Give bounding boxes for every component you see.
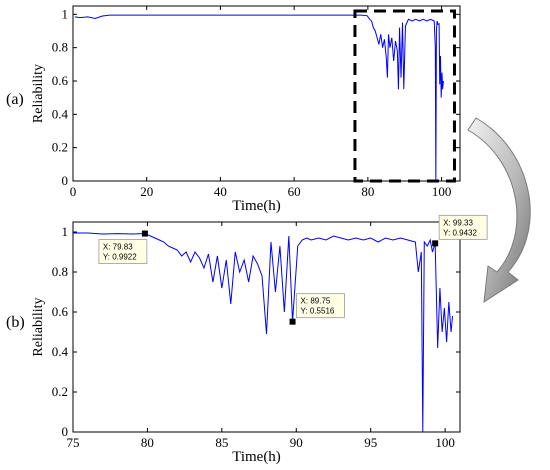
y-axis-label: Reliability (31, 64, 46, 123)
panel-a: 0 20 40 60 80 100 0 0.2 0.4 0.6 0.8 1 Time(h) Reliabi… (31, 5, 461, 214)
x-tick-label: 75 (67, 435, 80, 450)
y-tick-label: 1 (62, 224, 69, 239)
y-tick-label: 0 (62, 173, 69, 188)
highlight-box (353, 9, 456, 183)
plot-frame (72, 5, 461, 182)
x-tick-label: 100 (432, 184, 452, 199)
datatip-marker (432, 240, 439, 247)
panel-a-label: (a) (6, 91, 24, 108)
x-tick-label: 40 (214, 184, 227, 199)
panel-b-label: (b) (6, 314, 25, 331)
x-tick-label: 80 (361, 184, 374, 199)
datatip-box (98, 239, 148, 264)
y-tick-label: 0.8 (52, 40, 68, 55)
datatip-box (296, 293, 345, 319)
datatip-text: Y: 0.9432 (443, 228, 477, 237)
y-tick-label: 0.6 (52, 73, 69, 88)
x-tick-label: 85 (215, 435, 228, 450)
y-axis-label: Reliability (31, 297, 46, 356)
datatip-text: X: 99.33 (443, 218, 473, 227)
curved-arrow-icon (467, 117, 531, 303)
datatip-text: X: 79.83 (103, 243, 133, 252)
y-tick-label: 0.2 (52, 140, 68, 155)
x-tick-label: 0 (70, 184, 77, 199)
x-tick-label: 95 (364, 435, 377, 450)
x-tick-label: 90 (290, 435, 303, 450)
datatip-text: Y: 0.5516 (301, 307, 335, 316)
y-tick-label: 0 (62, 424, 69, 439)
series-line (74, 14, 444, 182)
datatip-text: Y: 0.9922 (103, 253, 137, 262)
x-tick-label: 80 (141, 435, 154, 450)
x-tick-label: 100 (435, 435, 455, 450)
series-line (73, 232, 454, 433)
datatip-box (438, 214, 488, 240)
datatip-marker (289, 318, 296, 325)
y-tick-label: 0.6 (52, 304, 69, 319)
y-tick-label: 1 (62, 6, 69, 21)
x-tick-label: 20 (140, 184, 153, 199)
datatip-marker (141, 230, 148, 237)
panel-b: 75 80 85 90 95 100 0 0.2 0.4 0.6 0.8 1 Time(h) Reliab… (31, 214, 488, 465)
y-tick-label: 0.4 (52, 344, 69, 359)
x-axis-label: Time(h) (232, 198, 281, 214)
datatip-text: X: 89.75 (301, 297, 331, 306)
y-tick-label: 0.4 (52, 106, 69, 121)
y-tick-label: 0.2 (52, 384, 68, 399)
x-axis-label: Time(h) (232, 449, 281, 465)
y-tick-label: 0.8 (52, 264, 68, 279)
x-tick-label: 60 (288, 184, 301, 199)
